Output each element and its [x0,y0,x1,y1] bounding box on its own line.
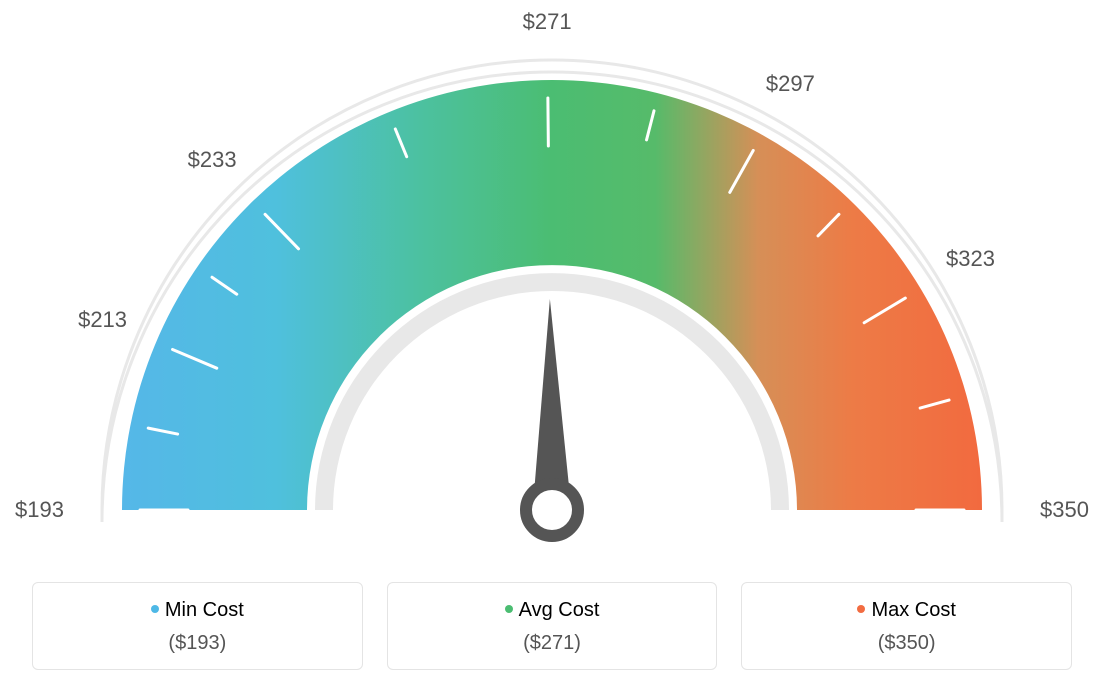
svg-text:$323: $323 [946,246,995,271]
cost-gauge-widget: $193 $213 $233 $271 $297 $323 $350 Min Cost ($… [0,0,1104,690]
legend-max-card: Max Cost ($350) [741,582,1072,670]
svg-text:$297: $297 [766,71,815,96]
legend-min-value: ($193) [43,632,352,655]
legend-avg-card: Avg Cost ($271) [387,582,718,670]
svg-text:$233: $233 [188,147,237,172]
svg-text:$193: $193 [15,497,64,522]
legend-avg-label: Avg Cost [519,599,600,621]
legend-min-label: Min Cost [165,599,244,621]
legend-max-title: Max Cost [752,599,1061,622]
dot-icon [151,605,159,613]
legend-avg-title: Avg Cost [398,599,707,622]
legend-max-label: Max Cost [871,599,955,621]
svg-text:$213: $213 [78,307,127,332]
svg-text:$271: $271 [523,9,572,34]
gauge-chart: $193 $213 $233 $271 $297 $323 $350 [0,0,1104,560]
dot-icon [857,605,865,613]
dot-icon [505,605,513,613]
legend-max-value: ($350) [752,632,1061,655]
svg-text:$350: $350 [1040,497,1089,522]
legend-min-title: Min Cost [43,599,352,622]
legend-avg-value: ($271) [398,632,707,655]
legend-min-card: Min Cost ($193) [32,582,363,670]
legend-row: Min Cost ($193) Avg Cost ($271) Max Cost… [32,582,1072,670]
